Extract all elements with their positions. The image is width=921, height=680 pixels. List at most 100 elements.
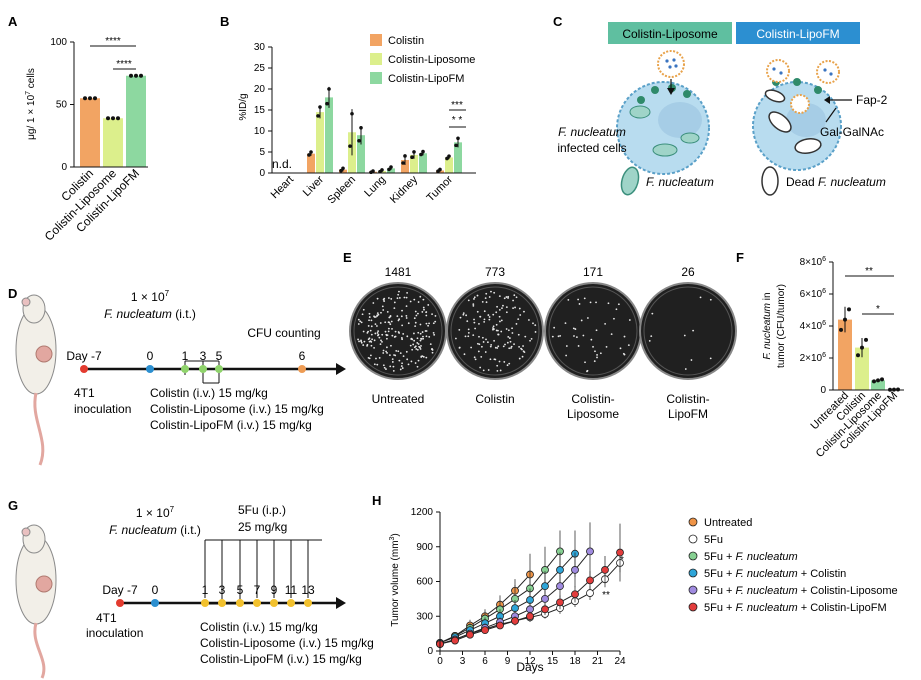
panel-d-day-minus7: Day -7 [66, 349, 102, 363]
panel-h-point [571, 590, 579, 599]
panel-b-sig-top: *** [451, 100, 463, 111]
panel-d-species: F. nucleatum (i.t.) [104, 307, 196, 321]
panel-h-point [601, 566, 609, 574]
panel-b-point [389, 165, 393, 169]
fap2-arrowhead [824, 96, 830, 104]
panel-b-legend-2: Colistin-Liposome [388, 54, 475, 66]
panel-b-xtick-label: Liver [301, 173, 327, 199]
plate-group-label: Colistin [475, 392, 514, 406]
panel-h-point [616, 548, 624, 557]
panel-h-legend-marker [688, 568, 698, 578]
panel-b-point [412, 150, 416, 154]
plate-count-label: 1481 [385, 265, 412, 279]
panel-a-sig-2: **** [116, 59, 132, 70]
panel-d-day-3: 3 [200, 349, 207, 363]
panel-h-xtick-label: 0 [437, 656, 443, 667]
panel-h-point [586, 547, 594, 556]
panel-a-point [93, 96, 97, 101]
panel-b-point [436, 169, 440, 174]
panel-b-ytick-label: 10 [254, 126, 266, 137]
panel-h-point [556, 598, 564, 607]
panel-b-chart: %ID/g 0 5 10 15 20 25 30 n.d. *** * * Heart Liv… [238, 34, 476, 206]
panel-d-letter: D [8, 286, 17, 301]
panel-a-ytick-label: 50 [56, 100, 68, 111]
panel-h-ytick-label: 1200 [411, 507, 434, 518]
panel-g-day-marker [304, 599, 312, 607]
panel-a-point [88, 96, 92, 101]
panel-f-point [896, 387, 900, 392]
panel-a-point [106, 116, 110, 121]
panel-h-xlabel: Days [516, 660, 543, 674]
panel-b-nd-label: n.d. [272, 157, 292, 171]
header-lipofm-label: Colistin-LipoFM [756, 27, 839, 41]
panel-b-point [318, 105, 322, 109]
legend-swatch-liposome [370, 53, 382, 65]
fn-bacterium-icon [620, 166, 640, 196]
panel-b-ytick-label: 5 [259, 147, 265, 158]
panel-g-tx-1: Colistin (i.v.) 15 mg/kg [200, 620, 318, 634]
panel-b-point [456, 136, 460, 141]
panel-b-point [403, 154, 407, 158]
panel-b-point [357, 138, 361, 143]
plate-count-label: 26 [681, 265, 695, 279]
panel-g-tx-3: Colistin-LipoFM (i.v.) 15 mg/kg [200, 652, 362, 666]
panel-h-ytick-label: 0 [427, 646, 433, 657]
panel-b-ytick-label: 15 [254, 105, 266, 116]
panel-f-letter: F [736, 250, 744, 265]
legend-swatch-lipofm [370, 72, 382, 84]
panel-a-sig-1: **** [105, 36, 121, 47]
panel-c-letter: C [553, 14, 563, 29]
panel-d-tx-3: Colistin-LipoFM (i.v.) 15 mg/kg [150, 418, 312, 432]
day3-marker [199, 365, 207, 373]
panel-d-timeline: 1 × 107 F. nucleatum (i.t.) CFU counting… [66, 289, 346, 432]
panel-f-ytick-label: 0 [820, 385, 826, 396]
day1-marker [181, 365, 189, 373]
panel-a-point [139, 73, 143, 78]
panel-b-point [325, 101, 329, 106]
panel-h-legend-marker [688, 551, 698, 561]
panel-b-ytick-label: 25 [254, 63, 266, 74]
agar-plate [544, 282, 642, 380]
galgalnac-label: Gal-GalNAc [820, 125, 884, 139]
panel-g-day-label: 0 [152, 583, 159, 597]
panel-h-sig-1: ** [602, 590, 610, 601]
panel-h-xtick-label: 6 [482, 656, 488, 667]
panel-a-point [83, 96, 87, 101]
header-liposome-label: Colistin-Liposome [622, 27, 718, 41]
panel-h-point [511, 616, 519, 625]
panel-b-point [419, 152, 423, 157]
panel-f-ytick-label: 2×106 [800, 352, 827, 364]
legend-swatch-colistin [370, 34, 382, 46]
panel-g-day-marker [201, 599, 209, 607]
panel-h-xtick-label: 3 [460, 656, 466, 667]
panel-b-bar [316, 112, 324, 173]
panel-h-series-line [439, 553, 576, 644]
header-liposome [608, 22, 732, 44]
panel-b-point [307, 153, 311, 157]
header-lipofm [736, 22, 860, 44]
panel-a-point [129, 73, 133, 78]
mouse-icon-d [15, 294, 57, 466]
panel-h-legend-marker [688, 585, 698, 595]
panel-g-fu-2: 25 mg/kg [238, 520, 287, 534]
panel-h-letter: H [372, 493, 381, 508]
panel-h-xtick-label: 15 [547, 656, 559, 667]
panel-e-letter: E [343, 250, 352, 265]
panel-h-ytick-label: 600 [416, 577, 433, 588]
panel-h-point [541, 582, 549, 591]
panel-b-point [350, 111, 354, 116]
panel-f-ylabel-2: tumor (CFU/tumor) [776, 284, 787, 368]
infected-cells-label: infected cells [557, 141, 626, 155]
legend-fn-label: F. nucleatum [646, 175, 714, 189]
panel-f-point [864, 337, 868, 342]
panel-h-legend: Untreated 5Fu 5Fu + F. nucleatum 5Fu + F. n… [688, 517, 898, 614]
panel-g-day-marker [270, 599, 278, 607]
panel-h-legend-label: Untreated [704, 517, 752, 529]
plate-count-label: 171 [583, 265, 603, 279]
panel-a-point [111, 116, 115, 121]
panel-g-day-marker [287, 599, 295, 607]
panel-g-day-label: 13 [301, 583, 315, 597]
plate-group-label: Untreated [372, 392, 425, 406]
